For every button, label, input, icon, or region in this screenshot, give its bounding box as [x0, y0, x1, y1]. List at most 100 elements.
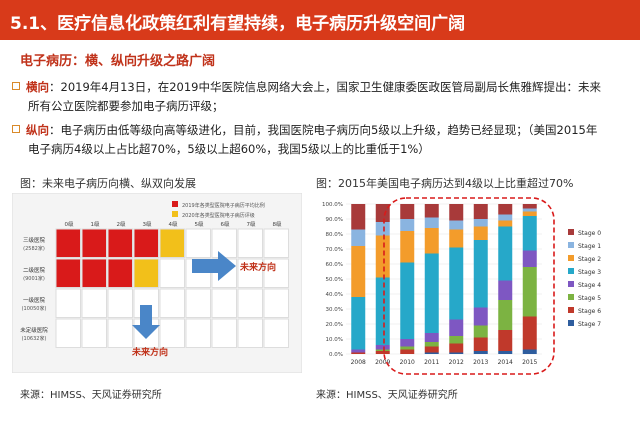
legend-label: Stage 7: [578, 321, 601, 328]
grid-cell: [107, 228, 133, 258]
bullet-text-cont: 电子病历4级以上占比超70%，5级以上超60%，我国5级以上的比重低于1%）: [28, 142, 430, 156]
grid-cell: [237, 318, 263, 348]
y-tick-label: 20.0%: [326, 322, 343, 328]
grid-cell: [133, 258, 159, 288]
bar-segment: [473, 351, 488, 354]
bar-segment: [473, 219, 488, 227]
slide-title: 5.1、医疗信息化政策红利有望持续，电子病历升级空间广阔: [10, 14, 466, 34]
grid-cell: [237, 288, 263, 318]
bar-segment: [375, 349, 390, 351]
bar-segment: [522, 267, 537, 317]
grid-row-label: 一级医院: [23, 296, 46, 304]
bar-segment: [449, 336, 464, 344]
right-figure-caption: 图：2015年美国电子病历达到4级以上比重超过70%: [316, 177, 574, 190]
bar-segment: [400, 346, 415, 350]
legend-swatch: [568, 320, 574, 326]
legend-label: Stage 1: [578, 243, 601, 250]
grid-column-label: 1级: [91, 220, 100, 228]
grid-row-sublabel: (9001家): [23, 275, 45, 282]
legend-swatch: [568, 307, 574, 313]
legend-swatch: [568, 255, 574, 261]
legend-swatch: [568, 281, 574, 287]
grid-cell: [185, 228, 211, 258]
grid-row-label: 未定级医院: [20, 326, 48, 334]
bar-segment: [400, 262, 415, 339]
left-figure-source: 来源：HIMSS、天风证券研究所: [20, 390, 162, 401]
grid-column-label: 0级: [65, 220, 74, 228]
grid-row-sublabel: (10632家): [22, 335, 47, 342]
bar-segment: [351, 246, 366, 297]
x-tick-label: 2013: [473, 359, 488, 366]
grid-cell: [81, 258, 107, 288]
legend-swatch: [568, 268, 574, 274]
upgrade-direction-diagram: 2019年各类型医院电子病历平均比例 2020年各类型医院电子病历评级 0级 1级…: [12, 193, 302, 373]
bar-segment: [424, 352, 439, 354]
bar-segment: [449, 352, 464, 354]
bar-segment: [449, 220, 464, 230]
grid-cell: [55, 318, 81, 348]
bar-segment: [375, 351, 390, 354]
legend-swatch-yellow: [172, 211, 178, 217]
bar-segment: [498, 351, 513, 354]
bar-segment: [498, 300, 513, 330]
slide-header: 5.1、医疗信息化政策红利有望持续，电子病历升级空间广阔: [0, 0, 640, 40]
x-tick-label: 2010: [400, 359, 415, 366]
grid-cell: [263, 258, 289, 288]
grid-cell: [211, 228, 237, 258]
legend-swatch: [568, 229, 574, 235]
x-tick-label: 2014: [498, 359, 513, 366]
y-tick-label: 30.0%: [326, 307, 343, 313]
y-tick-label: 80.0%: [326, 232, 343, 238]
right-figure-source: 来源：HIMSS、天风证券研究所: [316, 390, 458, 401]
bar-segment: [424, 217, 439, 228]
y-tick-label: 10.0%: [326, 337, 343, 343]
grid-cell: [211, 318, 237, 348]
legend-label: Stage 6: [578, 308, 601, 315]
bullet-square-icon: [12, 125, 20, 133]
grid-cell: [55, 258, 81, 288]
chart-background: [312, 192, 634, 377]
y-tick-label: 100.0%: [322, 202, 343, 208]
bar-segment: [400, 219, 415, 231]
x-tick-label: 2012: [449, 359, 464, 366]
grid-cell: [55, 288, 81, 318]
bar-segment: [473, 325, 488, 338]
bar-segment: [424, 342, 439, 347]
legend-label: Stage 0: [578, 230, 601, 237]
grid-cell: [107, 288, 133, 318]
grid-cell: [159, 258, 185, 288]
grid-cell: [263, 318, 289, 348]
bar-segment: [522, 216, 537, 251]
legend-label: 2019年各类型医院电子病历平均比例: [182, 202, 265, 209]
grid-column-label: 7级: [247, 220, 256, 228]
grid-row-label: 二级医院: [23, 266, 46, 274]
bar-segment: [522, 208, 537, 212]
bar-segment: [375, 277, 390, 345]
bar-segment: [498, 280, 513, 300]
grid-row-sublabel: (10050家): [22, 305, 47, 312]
right-arrow-icon: [192, 251, 236, 281]
bullet-key: 纵向: [26, 123, 49, 137]
grid-cell: [81, 288, 107, 318]
grid-cell: [185, 288, 211, 318]
arrow-down-label: 未来方向: [131, 346, 168, 358]
bar-segment: [473, 240, 488, 308]
bullet-text-cont: 所有公立医院都要参加电子病历评级；: [28, 99, 224, 113]
bar-segment: [522, 204, 537, 209]
grid-cell: [81, 228, 107, 258]
grid-column-label: 6级: [221, 220, 230, 228]
bar-segment: [522, 211, 537, 216]
bar-segment: [449, 247, 464, 320]
bar-segment: [449, 319, 464, 336]
bar-segment: [498, 226, 513, 281]
y-tick-label: 70.0%: [326, 247, 343, 253]
grid-cell: [159, 288, 185, 318]
grid-cell: [263, 228, 289, 258]
grid-cell: [237, 228, 263, 258]
bar-segment: [424, 346, 439, 353]
bar-segment: [400, 349, 415, 354]
bar-segment: [522, 250, 537, 267]
y-tick-label: 60.0%: [326, 262, 343, 268]
x-tick-label: 2009: [375, 359, 390, 366]
bar-segment: [473, 204, 488, 219]
